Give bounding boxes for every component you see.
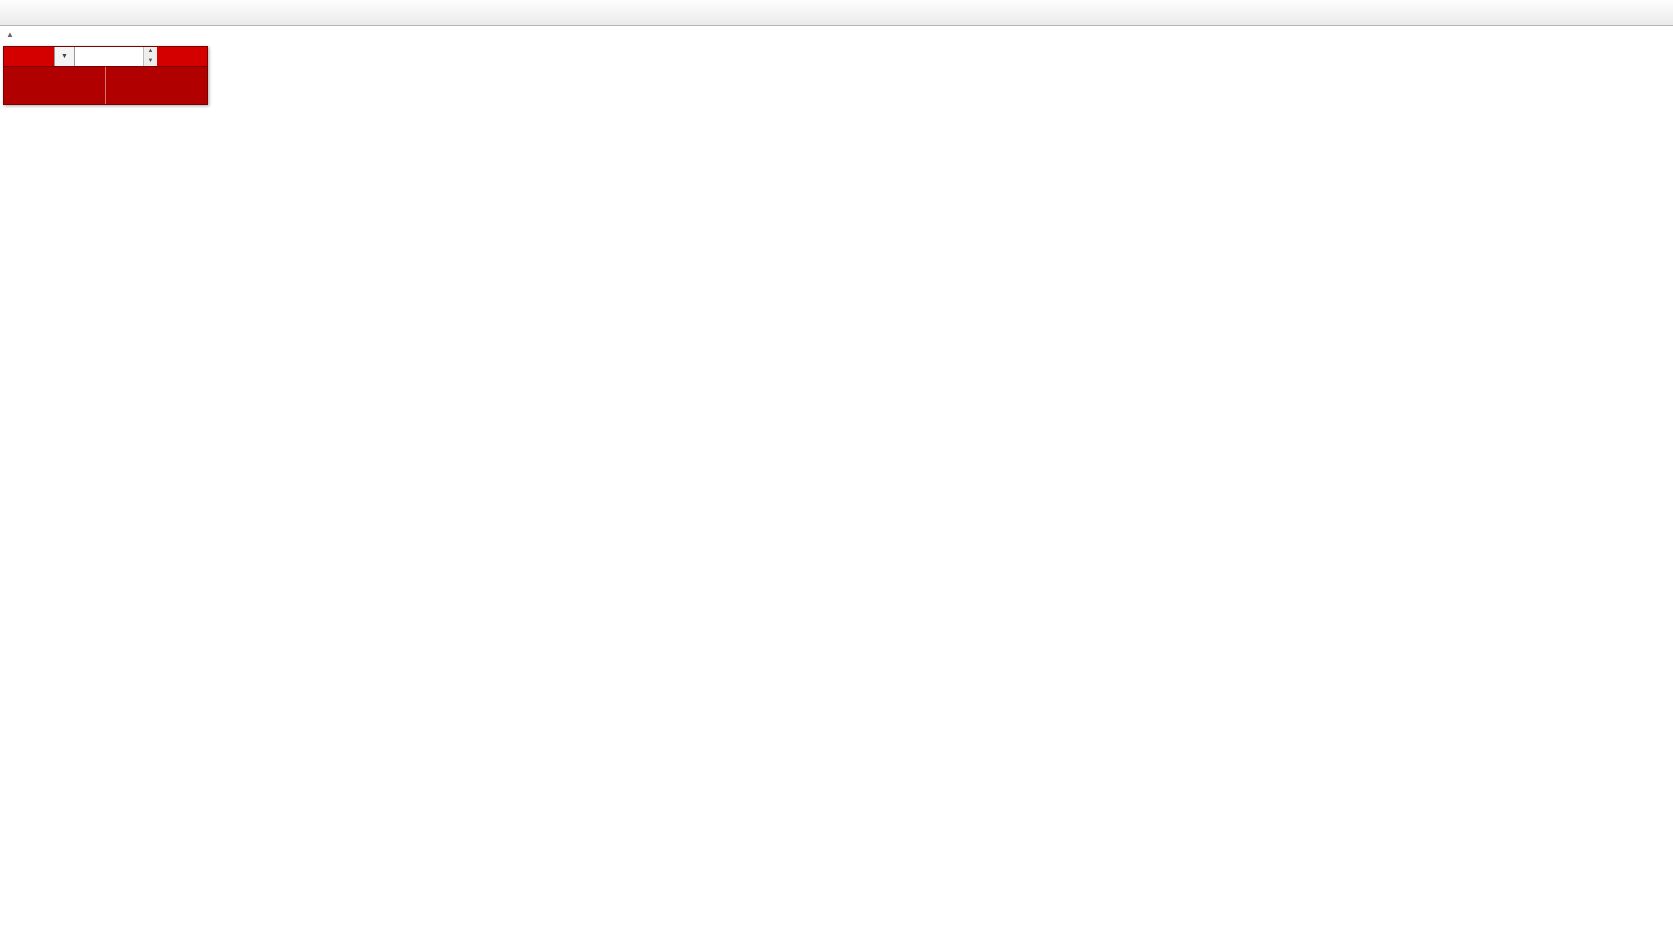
trade-panel-prices [4,67,207,104]
volume-down-icon[interactable]: ▼ [144,56,157,66]
volume-input[interactable] [74,47,143,66]
rsi-panel-area[interactable] [0,757,1610,918]
price-axis[interactable] [1611,26,1673,918]
chart-symbol-header: ▲ [6,30,30,39]
sell-price-button[interactable] [4,67,105,104]
main-chart-area[interactable] [0,26,1610,580]
time-axis[interactable] [0,918,1610,948]
trade-panel-controls: ▼ ▲ ▼ [4,47,207,67]
volume-field: ▲ ▼ [74,47,157,66]
sell-button[interactable] [4,47,54,66]
main-toolbar [0,0,1673,26]
chart-collapse-icon[interactable]: ▲ [6,30,14,39]
volume-up-icon[interactable]: ▲ [144,47,157,57]
one-click-trading-panel: ▼ ▲ ▼ [3,46,208,105]
volume-dropdown-button[interactable]: ▼ [54,47,75,66]
volume-stepper: ▲ ▼ [143,47,157,66]
buy-button[interactable] [157,47,207,66]
macd-panel-area[interactable] [0,581,1610,756]
buy-price-button[interactable] [105,67,207,104]
